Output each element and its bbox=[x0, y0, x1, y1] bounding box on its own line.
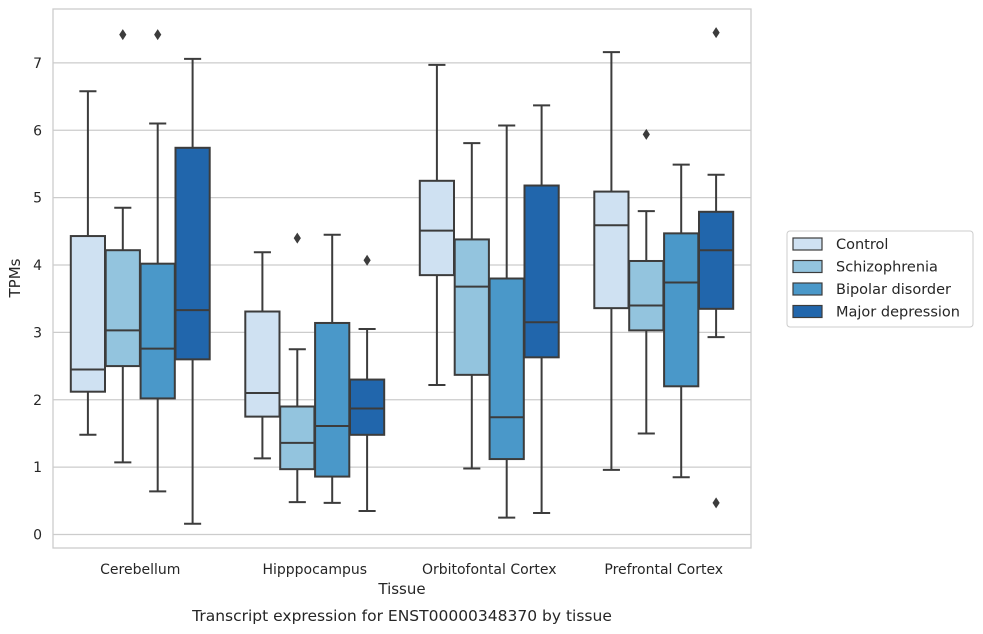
y-tick-label: 2 bbox=[33, 393, 42, 409]
outlier-marker bbox=[712, 27, 720, 39]
legend-frame bbox=[786, 230, 974, 328]
y-tick-labels: 0 1 2 3 4 5 6 7 bbox=[33, 56, 42, 544]
x-axis-label: Tissue bbox=[377, 580, 425, 598]
y-tick-label: 5 bbox=[33, 191, 42, 207]
box bbox=[348, 378, 386, 436]
legend-label: Schizophrenia bbox=[836, 260, 938, 276]
box bbox=[244, 310, 281, 418]
box-group bbox=[628, 128, 665, 435]
x-tick-label: Cerebellum bbox=[100, 562, 180, 578]
box-group bbox=[453, 142, 490, 470]
legend-swatch bbox=[792, 282, 823, 296]
box-group bbox=[174, 57, 211, 525]
y-tick-label: 7 bbox=[33, 56, 42, 72]
box-group bbox=[663, 163, 700, 479]
x-tick-label: Prefrontal Cortex bbox=[604, 562, 723, 578]
box-group bbox=[244, 251, 281, 460]
box-group bbox=[348, 254, 386, 512]
outlier-marker bbox=[642, 128, 650, 140]
box bbox=[593, 190, 630, 310]
y-axis-label: TPMs bbox=[6, 258, 24, 298]
box-group bbox=[697, 27, 735, 509]
x-tick-label: Orbitofontal Cortex bbox=[422, 562, 557, 578]
box-group bbox=[279, 232, 316, 504]
box bbox=[488, 277, 525, 461]
legend-label: Bipolar disorder bbox=[836, 282, 951, 298]
plot-frame bbox=[52, 8, 752, 549]
box-group bbox=[104, 29, 141, 464]
legend-swatch bbox=[792, 304, 823, 319]
box-group bbox=[523, 104, 560, 514]
box bbox=[139, 262, 176, 400]
box-group bbox=[593, 51, 630, 471]
y-tick-label: 1 bbox=[33, 460, 42, 476]
box-group bbox=[488, 124, 525, 519]
outlier-marker bbox=[293, 232, 301, 244]
legend-swatch bbox=[792, 237, 823, 251]
box bbox=[174, 146, 211, 361]
chart-caption: Transcript expression for ENST0000034837… bbox=[191, 607, 612, 625]
box-group bbox=[314, 233, 351, 504]
x-tick-label: Hipppocampus bbox=[262, 562, 367, 578]
legend-swatch bbox=[792, 259, 823, 274]
box bbox=[663, 232, 700, 388]
legend: Control Schizophrenia Bipolar disorder Majo… bbox=[786, 230, 974, 328]
box bbox=[104, 249, 141, 368]
box bbox=[279, 405, 316, 471]
outlier-marker bbox=[712, 497, 720, 509]
outlier-marker bbox=[363, 254, 371, 266]
y-tick-label: 6 bbox=[33, 123, 42, 139]
y-tick-label: 4 bbox=[33, 258, 42, 274]
box-group bbox=[418, 63, 456, 386]
box bbox=[453, 238, 490, 376]
plot-boxes bbox=[69, 27, 735, 525]
outlier-marker bbox=[119, 29, 127, 41]
box bbox=[314, 321, 351, 478]
box bbox=[628, 259, 665, 332]
y-tick-label: 3 bbox=[33, 325, 42, 341]
x-tick-labels: Cerebellum Hipppocampus Orbitofontal Corte… bbox=[100, 562, 723, 578]
box bbox=[697, 210, 735, 310]
box-group bbox=[69, 90, 107, 436]
y-tick-label: 0 bbox=[33, 528, 42, 544]
legend-label: Major depression bbox=[836, 305, 960, 321]
legend-label: Control bbox=[836, 237, 888, 253]
box bbox=[69, 235, 107, 393]
box bbox=[418, 179, 456, 277]
box bbox=[523, 184, 560, 359]
outlier-marker bbox=[154, 29, 162, 41]
